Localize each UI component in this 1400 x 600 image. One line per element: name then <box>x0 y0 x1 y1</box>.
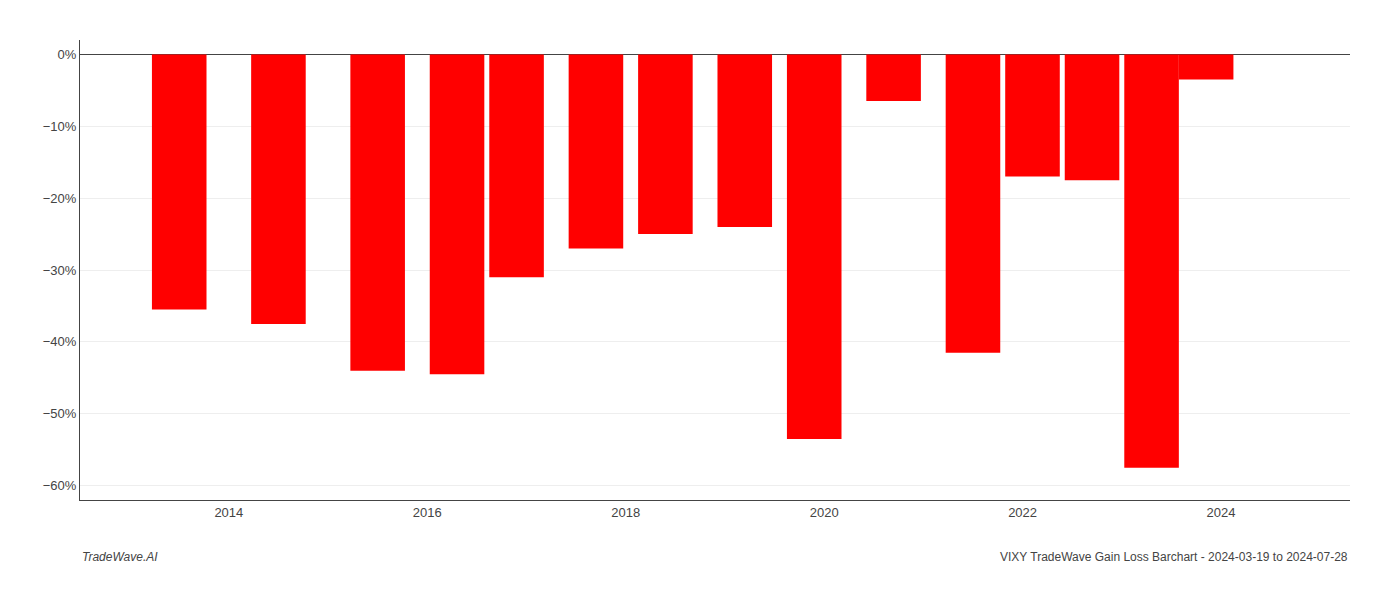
svg-text:2020: 2020 <box>810 505 839 520</box>
svg-text:−10%: −10% <box>43 119 77 134</box>
svg-text:2022: 2022 <box>1008 505 1037 520</box>
svg-text:−40%: −40% <box>43 334 77 349</box>
svg-text:2018: 2018 <box>611 505 640 520</box>
svg-text:2014: 2014 <box>214 505 243 520</box>
svg-text:0%: 0% <box>58 47 77 62</box>
svg-text:−20%: −20% <box>43 191 77 206</box>
svg-text:VIXY TradeWave Gain Loss Barch: VIXY TradeWave Gain Loss Barchart - 2024… <box>1000 550 1348 564</box>
svg-text:2016: 2016 <box>413 505 442 520</box>
svg-text:−50%: −50% <box>43 406 77 421</box>
svg-text:2024: 2024 <box>1207 505 1236 520</box>
svg-text:−30%: −30% <box>43 263 77 278</box>
svg-text:−60%: −60% <box>43 478 77 493</box>
svg-text:TradeWave.AI: TradeWave.AI <box>82 550 158 564</box>
